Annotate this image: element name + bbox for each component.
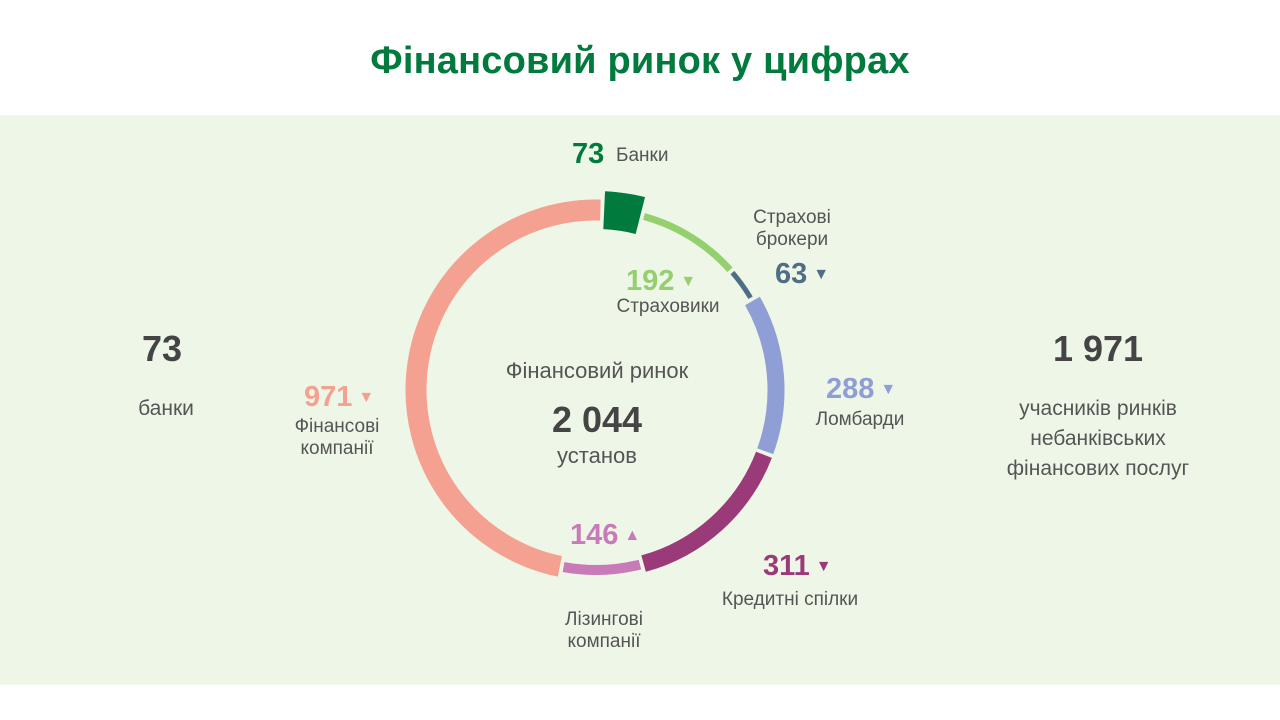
center-total: 2 044 xyxy=(551,399,643,440)
leasing-number: 146 xyxy=(570,519,619,551)
caption-line: фінансових послуг xyxy=(1006,457,1190,480)
leasing-label: Лізингові компанії xyxy=(540,609,668,653)
banks-caption: банки xyxy=(138,397,194,420)
label-line: компанії xyxy=(300,438,374,459)
brokers-value: 63 ▼ xyxy=(775,258,829,291)
donut-segment-leasing xyxy=(562,559,642,575)
donut-segment-banks xyxy=(602,191,646,235)
trend-down-icon: ▼ xyxy=(813,266,830,283)
trend-down-icon: ▼ xyxy=(680,273,697,290)
credit-unions-value: 311 ▼ xyxy=(763,550,832,583)
label-line: брокери xyxy=(755,229,829,250)
banks-label: Банки xyxy=(616,145,669,166)
caption-line: учасників ринків xyxy=(1019,397,1177,420)
brokers-number: 63 xyxy=(775,258,808,290)
label-line: Страхові xyxy=(753,207,831,228)
leasing-value: 146 ▲ xyxy=(570,519,640,552)
donut-segment-credit-unions xyxy=(641,451,772,572)
label-line: Фінансові xyxy=(294,416,380,437)
trend-down-icon: ▼ xyxy=(880,381,897,398)
insurers-number: 192 xyxy=(626,265,675,297)
finance-companies-value: 971 ▼ xyxy=(304,381,374,414)
caption-line: небанківських xyxy=(1030,427,1166,450)
donut-segment-pawnshops xyxy=(745,296,785,455)
trend-down-icon: ▼ xyxy=(815,558,832,575)
trend-down-icon: ▼ xyxy=(358,389,375,406)
insurers-value: 192 ▼ xyxy=(626,265,696,298)
pawnshops-number: 288 xyxy=(826,373,875,405)
trend-up-icon: ▲ xyxy=(624,527,641,544)
label-line: компанії xyxy=(567,631,641,652)
page-title: Фінансовий ринок у цифрах xyxy=(370,40,910,82)
banks-number: 73 xyxy=(572,138,605,170)
brokers-label: Страхові брокери xyxy=(730,207,854,251)
banks-count: 73 xyxy=(141,328,183,369)
nonbank-participants-count: 1 971 xyxy=(1052,328,1144,369)
nonbank-participants-caption: учасників ринків небанківських фінансови… xyxy=(968,394,1228,484)
center-unit: установ xyxy=(557,443,637,468)
credit-unions-number: 311 xyxy=(763,550,810,582)
pawnshops-value: 288 ▼ xyxy=(826,373,896,406)
finance-companies-label: Фінансові компанії xyxy=(282,416,392,460)
credit-unions-label: Кредитні спілки xyxy=(721,589,859,610)
donut-segment-finance-companies xyxy=(405,199,601,577)
donut-segment-brokers xyxy=(730,270,753,300)
finance-companies-number: 971 xyxy=(304,381,353,413)
banks-value: 73 xyxy=(572,138,604,171)
center-caption: Фінансовий ринок xyxy=(505,358,689,383)
label-line: Лізингові xyxy=(565,609,643,630)
insurers-label: Страховики xyxy=(616,296,720,317)
pawnshops-label: Ломбарди xyxy=(815,409,905,430)
donut-segment-insurers xyxy=(643,213,733,273)
